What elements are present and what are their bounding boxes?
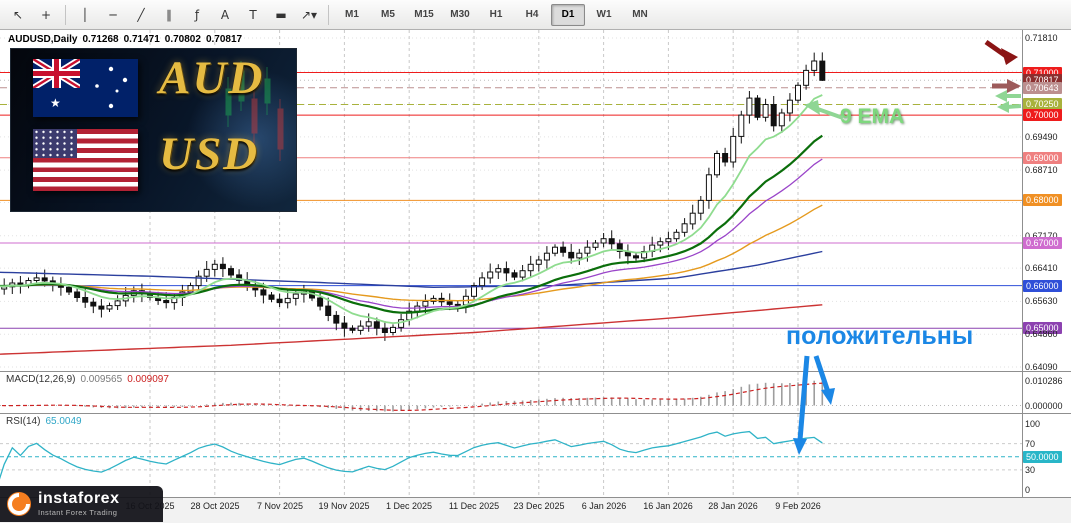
macd-name: MACD(12,26,9) — [6, 374, 76, 385]
promo-aud-text: AUD — [159, 52, 265, 104]
timeframe-m15[interactable]: M15 — [414, 9, 434, 20]
usa-flag-canton — [33, 129, 77, 158]
axis-label-0.70000: 0.70000 — [1023, 109, 1062, 121]
axis-label-0.69490: 0.69490 — [1025, 132, 1058, 142]
axis-label-100: 100 — [1025, 419, 1041, 429]
candlesticks — [1, 52, 826, 341]
text-tool-icon[interactable]: A — [220, 7, 230, 22]
axis-label-0.67170: 0.67170 — [1025, 231, 1058, 241]
ohlc-close: 0.70817 — [205, 34, 243, 45]
watermark-tagline: Instant Forex Trading — [38, 508, 118, 518]
ema-annotation-label: 9 EMA — [840, 105, 905, 128]
rsi-plot — [0, 430, 1022, 480]
timeframe-d1[interactable]: D1 — [551, 3, 585, 26]
macd-plot — [0, 380, 1022, 412]
positive-annotation-label: положительны — [786, 322, 974, 350]
price-axis: 0.71810 0.71000 0.70817 0.70643 0.70250 0.700… — [1022, 30, 1071, 497]
axis-separator-vertical — [1022, 30, 1023, 497]
usa-flag — [33, 129, 138, 191]
cursor-tool-icon[interactable]: ↖ — [12, 7, 24, 22]
axis-label-0.65000: 0.65000 — [1023, 322, 1062, 334]
horizontal-line-tool-icon[interactable]: ─ — [109, 7, 117, 22]
axis-label-0: 0 — [1025, 485, 1031, 495]
timeframe-mn[interactable]: MN — [632, 9, 648, 20]
ohlc-low: 0.70802 — [164, 34, 201, 45]
promo-glow-decor — [176, 69, 296, 209]
timeframe-m30[interactable]: M30 — [450, 9, 470, 20]
shapes-tool-icon[interactable]: ▬ — [275, 7, 287, 22]
axis-label-50.0000: 50.0000 — [1023, 451, 1062, 463]
fibonacci-tool-icon[interactable]: ƒ — [194, 7, 200, 22]
date-label: 9 Feb 2026 — [775, 501, 821, 511]
axis-label-0.70643: 0.70643 — [1023, 82, 1062, 94]
date-label: 19 Nov 2025 — [318, 501, 370, 511]
promo-candles-decor — [225, 61, 284, 161]
watermark-brand: instaforex — [38, 490, 120, 508]
ohlc-open: 0.71268 — [82, 34, 119, 45]
rsi-panel-separator[interactable] — [0, 413, 1071, 414]
moving-averages — [0, 94, 823, 355]
axis-label-0.70250: 0.70250 — [1023, 98, 1062, 110]
toolbar-separator — [328, 4, 329, 25]
date-label: 7 Nov 2025 — [256, 501, 304, 511]
axis-label-0.68710: 0.68710 — [1025, 165, 1058, 175]
symbol-name: AUDUSD,Daily — [8, 34, 78, 45]
ohlc-high: 0.71471 — [123, 34, 160, 45]
channel-tool-icon[interactable]: ∥ — [166, 7, 172, 22]
rsi-indicator-label: RSI(14) 65.0049 — [6, 416, 82, 427]
timeframe-h4[interactable]: H4 — [525, 9, 539, 20]
svg-text:★: ★ — [50, 96, 61, 110]
toolbar: ↖ + │ ─ ╱ ∥ ƒ A T ▬ ↗▾ M1 M5 M15 M30 H1 H4 D1 W1 MN — [0, 0, 1071, 30]
date-label: 28 Jan 2026 — [708, 501, 758, 511]
timeframe-m1[interactable]: M1 — [345, 9, 359, 20]
promo-usd-text: USD — [159, 128, 260, 180]
date-label: 1 Dec 2025 — [385, 501, 433, 511]
axis-label-0.000000: 0.000000 — [1025, 401, 1063, 411]
timeframe-group: M1 M5 M15 M30 H1 H4 D1 W1 MN — [334, 3, 658, 26]
date-label: 11 Dec 2025 — [448, 501, 500, 511]
macd-main-value: 0.009565 — [80, 374, 123, 385]
axis-label-0.010286: 0.010286 — [1025, 376, 1063, 386]
axis-label-0.65630: 0.65630 — [1025, 296, 1058, 306]
axis-label-70: 70 — [1025, 439, 1036, 449]
axis-label-0.68000: 0.68000 — [1023, 194, 1062, 206]
timeframe-w1[interactable]: W1 — [596, 9, 612, 20]
promo-overlay: ★ AUD USD — [10, 48, 297, 212]
vertical-line-tool-icon[interactable]: │ — [81, 7, 89, 22]
rsi-value: 65.0049 — [45, 416, 82, 427]
toolbar-separator — [65, 4, 66, 25]
crosshair-tool-icon[interactable]: + — [40, 7, 52, 22]
date-label: 16 Jan 2026 — [643, 501, 693, 511]
axis-label-0.69000: 0.69000 — [1023, 152, 1062, 164]
arrows-tool-icon[interactable]: ↗▾ — [300, 7, 318, 22]
date-label: 28 Oct 2025 — [190, 501, 240, 511]
axis-label-0.64090: 0.64090 — [1025, 362, 1058, 372]
macd-panel-separator[interactable] — [0, 371, 1071, 372]
australia-flag: ★ — [33, 59, 138, 117]
toolbar-tools: ↖ + │ ─ ╱ ∥ ƒ A T ▬ ↗▾ — [4, 3, 323, 27]
trendline-tool-icon[interactable]: ╱ — [137, 7, 145, 22]
chart-symbol-ohlc: AUDUSD,Daily 0.71268 0.71471 0.70802 0.70817 — [8, 34, 247, 45]
axis-label-0.66000: 0.66000 — [1023, 280, 1062, 292]
macd-signal-value: 0.009097 — [127, 374, 169, 385]
axis-label-0.67000: 0.67000 — [1023, 237, 1062, 249]
rsi-name: RSI(14) — [6, 416, 41, 427]
axis-label-0.71810: 0.71810 — [1025, 33, 1058, 43]
instaforex-watermark: instaforex Instant Forex Trading — [0, 486, 163, 522]
timeframe-h1[interactable]: H1 — [489, 9, 503, 20]
axis-label-30: 30 — [1025, 465, 1036, 475]
timeframe-m5[interactable]: M5 — [381, 9, 395, 20]
macd-indicator-label: MACD(12,26,9) 0.009565 0.009097 — [6, 374, 169, 385]
date-label: 23 Dec 2025 — [513, 501, 565, 511]
instaforex-logo-icon — [7, 492, 31, 516]
date-label: 6 Jan 2026 — [581, 501, 627, 511]
axis-label-0.66410: 0.66410 — [1025, 263, 1058, 273]
axis-label-0.64860: 0.64860 — [1025, 329, 1058, 339]
label-tool-icon[interactable]: T — [249, 7, 257, 22]
